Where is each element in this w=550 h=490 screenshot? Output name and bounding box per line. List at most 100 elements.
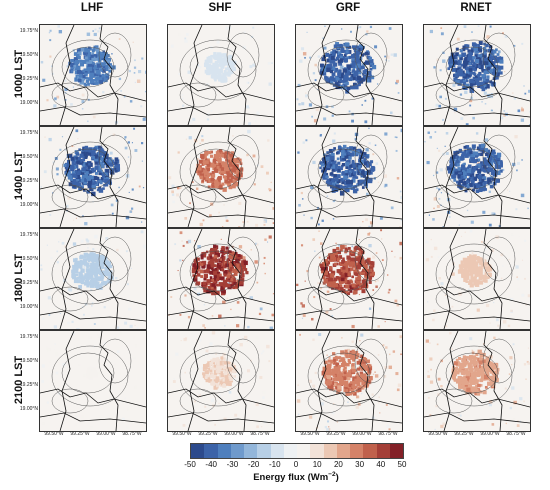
flux-cell [77, 168, 80, 172]
flux-speckle [54, 97, 57, 100]
map-svg [296, 229, 402, 329]
flux-speckle [376, 279, 380, 282]
flux-cell [363, 158, 367, 162]
flux-cell [464, 272, 468, 277]
flux-speckle [84, 222, 88, 226]
flux-speckle [268, 235, 272, 239]
flux-cell [224, 379, 230, 384]
flux-speckle [42, 78, 46, 82]
flux-speckle [67, 288, 72, 292]
flux-cell [484, 374, 489, 380]
flux-speckle [206, 281, 210, 286]
flux-cell [226, 274, 231, 279]
flux-cell [229, 261, 235, 266]
flux-cell [337, 365, 341, 369]
flux-speckle [346, 284, 348, 286]
flux-speckle [396, 177, 400, 180]
flux-cell [96, 71, 99, 75]
flux-cell [347, 86, 351, 91]
flux-speckle [272, 293, 274, 295]
flux-cell [240, 274, 244, 278]
flux-cell [86, 277, 90, 281]
flux-cell [339, 73, 344, 79]
flux-cell [460, 263, 466, 269]
flux-cell [482, 47, 487, 51]
flux-cell [334, 365, 339, 370]
flux-cell [99, 181, 103, 185]
flux-cell [95, 278, 98, 282]
flux-cell [97, 165, 101, 169]
flux-speckle [252, 26, 255, 29]
flux-speckle [197, 292, 201, 296]
flux-speckle [42, 317, 45, 320]
flux-cell [370, 171, 373, 175]
flux-cell [75, 183, 79, 187]
flux-speckle [125, 215, 130, 220]
flux-speckle [87, 247, 89, 249]
flux-cell [474, 367, 479, 372]
flux-speckle [50, 257, 53, 259]
flux-cell [478, 365, 483, 370]
boundary-line [40, 388, 146, 408]
flux-speckle [386, 55, 390, 59]
flux-speckle [271, 347, 274, 350]
flux-cell [199, 269, 204, 274]
flux-cell [75, 169, 79, 173]
flux-cell [99, 80, 104, 84]
flux-cell [97, 61, 101, 65]
flux-speckle [230, 308, 232, 311]
flux-cell [222, 279, 228, 284]
flux-cell [463, 58, 468, 62]
flux-speckle [210, 109, 213, 112]
flux-speckle [201, 135, 204, 138]
flux-speckle [202, 324, 205, 327]
flux-cell [351, 283, 356, 288]
flux-speckle [339, 65, 343, 69]
flux-cell [335, 362, 340, 367]
flux-speckle [308, 103, 313, 107]
flux-cell [195, 268, 198, 272]
flux-cell [100, 273, 105, 278]
flux-cell [344, 155, 348, 159]
flux-speckle [360, 333, 364, 337]
flux-cell [200, 263, 204, 267]
flux-speckle [365, 185, 368, 189]
flux-speckle [177, 269, 179, 272]
flux-speckle [488, 190, 491, 193]
flux-cell [342, 275, 347, 280]
flux-cell [202, 372, 206, 376]
flux-cell [228, 382, 232, 387]
flux-speckle [365, 33, 368, 36]
flux-cell [94, 276, 98, 280]
flux-cell [489, 80, 493, 84]
flux-cell [70, 166, 74, 171]
flux-speckle [85, 266, 88, 269]
flux-speckle [181, 240, 183, 242]
flux-cell [366, 258, 370, 262]
flux-speckle [388, 288, 391, 291]
flux-speckle [83, 265, 86, 268]
flux-cell [86, 284, 90, 288]
flux-speckle [359, 26, 362, 29]
map-svg [296, 25, 402, 125]
flux-cell [485, 371, 490, 377]
flux-cell [360, 285, 365, 289]
flux-speckle [496, 275, 499, 278]
flux-speckle [366, 295, 368, 297]
flux-speckle [377, 325, 380, 328]
flux-cell [222, 384, 226, 388]
flux-cell [364, 51, 369, 56]
flux-cell [484, 168, 488, 173]
topography-contour [179, 141, 257, 203]
flux-cell [457, 167, 461, 171]
flux-speckle [439, 95, 442, 99]
flux-cell [212, 285, 217, 289]
flux-cell [474, 391, 479, 396]
flux-cell [356, 360, 361, 365]
boundary-line [187, 127, 203, 227]
flux-cell [66, 159, 71, 164]
flux-speckle [124, 138, 126, 140]
flux-cell [222, 264, 227, 269]
boundary-line [40, 412, 146, 424]
boundary-line [355, 229, 375, 329]
